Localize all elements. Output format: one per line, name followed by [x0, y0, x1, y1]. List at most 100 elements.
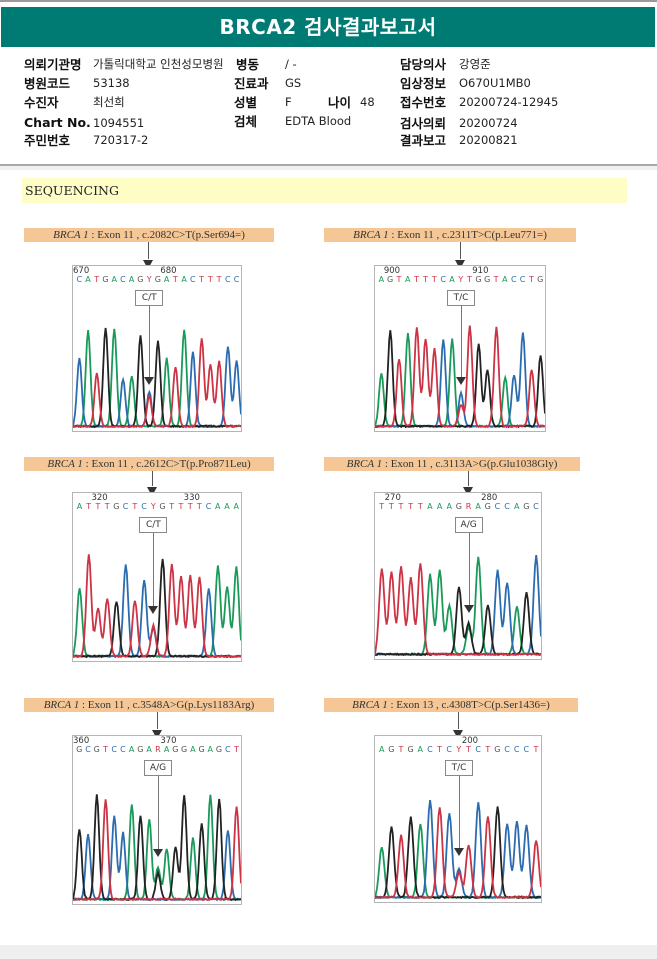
base-call: T: [187, 502, 193, 511]
base-call: G: [154, 275, 162, 284]
ward-value: / -: [285, 57, 297, 71]
trace-plot: [73, 327, 241, 429]
trace-t: [73, 554, 241, 659]
base-call: C: [513, 745, 520, 754]
position-label: 330: [183, 493, 200, 503]
base-call: T: [132, 502, 138, 511]
base-call: R: [155, 745, 161, 754]
base-call: A: [224, 502, 230, 511]
call-pointer-line: [469, 533, 470, 609]
base-call: A: [449, 275, 455, 284]
position-label: 200: [461, 736, 479, 746]
trace-plot: [375, 555, 541, 657]
base-call: C: [440, 275, 447, 284]
institution-label: 의뢰기관명: [24, 57, 82, 72]
request-date-value: 20200724: [459, 116, 518, 130]
base-call: G: [475, 275, 482, 284]
report-date-label: 결과보고: [400, 133, 447, 148]
pointer-line: [148, 242, 149, 259]
base-call: G: [159, 502, 166, 511]
recipient-value: 최선희: [93, 95, 125, 109]
het-peak-arrow-icon: [454, 847, 464, 856]
base-call: T: [103, 745, 109, 754]
variant-label: BRCA 1 : Exon 11 , c.2612C>T(p.Pro871Leu…: [24, 457, 274, 471]
chart-no-value: 1094551: [93, 116, 145, 130]
base-call: G: [455, 502, 463, 511]
receipt-no-label: 접수번호: [400, 95, 447, 110]
base-call: C: [510, 275, 517, 284]
base-call: G: [137, 275, 144, 284]
base-call: C: [122, 502, 129, 511]
base-call: T: [408, 502, 414, 511]
trace-g: [73, 794, 241, 902]
variant-detail: : Exon 11 , c.2311T>C(p.Leu771=): [391, 229, 547, 241]
chromatogram: 270 280 T T T T T A A A G R A G C C A G C A/G: [374, 492, 542, 660]
base-call: G: [484, 502, 492, 511]
variant-label: BRCA 1 : Exon 11 , c.2082C>T(p.Ser694=): [24, 228, 274, 242]
base-call: G: [215, 745, 223, 754]
base-call: C: [533, 502, 539, 511]
variant-detail: : Exon 11 , c.2612C>T(p.Pro871Leu): [85, 458, 251, 470]
gene-name: BRCA 1: [47, 458, 86, 470]
sex-value: F: [285, 95, 292, 109]
variant-label: BRCA 1 : Exon 13 , c.4308T>C(p.Ser1436=): [324, 698, 578, 712]
ward-label: 병동: [236, 57, 260, 72]
call-pointer-line: [158, 776, 159, 853]
position-label: 900: [383, 266, 401, 276]
base-call: Y: [456, 745, 462, 754]
pointer-line: [157, 712, 158, 729]
base-call: T: [398, 502, 404, 511]
base-call: G: [102, 275, 109, 284]
base-call: A: [502, 275, 508, 284]
variant-detail: : Exon 11 , c.3113A>G(p.Glu1038Gly): [384, 458, 558, 470]
base-call: A: [181, 275, 188, 284]
department-value: GS: [285, 76, 302, 90]
base-call: C: [504, 745, 511, 754]
base-call: T: [199, 275, 205, 284]
resident-no-value: 720317-2: [93, 133, 149, 147]
base-call: T: [467, 275, 473, 284]
base-call: A: [436, 502, 443, 511]
trace-plot: [73, 554, 241, 659]
base-call: G: [523, 502, 530, 511]
base-call: T: [86, 502, 92, 511]
variant-label: BRCA 1 : Exon 11 , c.3113A>G(p.Glu1038Gl…: [324, 457, 580, 471]
gene-name: BRCA 1: [43, 699, 82, 711]
department-label: 진료과: [234, 76, 269, 91]
base-call: A: [427, 502, 433, 511]
chromatogram: 670 680 C A T G A C A G Y G A T A C T T T C C C/T: [72, 265, 242, 432]
genotype-call: C/T: [139, 517, 168, 533]
patient-info: 의뢰기관명 가톨릭대학교 인천성모병원 병동 / - 담당의사 강영준 병원코드…: [0, 0, 657, 160]
base-call: G: [113, 502, 120, 511]
hospital-code-value: 53138: [93, 76, 130, 90]
pointer-arrow-icon: [147, 487, 157, 496]
trace-c: [375, 799, 541, 900]
report-date-value: 20200821: [459, 133, 518, 147]
genotype-call: A/G: [454, 517, 483, 533]
trace-plot: [375, 799, 541, 900]
base-call: T: [431, 275, 437, 284]
position-label: 910: [472, 266, 489, 276]
base-call: C: [190, 275, 196, 284]
base-call: A: [190, 745, 196, 754]
variant-label: BRCA 1 : Exon 11 , c.2311T>C(p.Leu771=): [324, 228, 576, 242]
base-call: C: [141, 502, 148, 511]
base-call: G: [93, 745, 101, 754]
position-label: 670: [73, 266, 90, 276]
base-call: Y: [150, 502, 156, 511]
call-pointer-line: [149, 306, 150, 382]
base-call: A: [163, 745, 170, 754]
age-value: 48: [360, 95, 375, 109]
base-call: G: [407, 745, 414, 754]
position-label: 280: [481, 493, 498, 503]
pointer-line: [152, 471, 153, 486]
base-call: C: [120, 275, 126, 284]
base-call: A: [513, 502, 520, 511]
gene-name: BRCA 1: [346, 458, 385, 470]
institution-value: 가톨릭대학교 인천성모병원: [93, 57, 224, 71]
base-call: T: [414, 275, 420, 284]
base-call: A: [76, 502, 83, 511]
base-call: G: [388, 745, 395, 754]
